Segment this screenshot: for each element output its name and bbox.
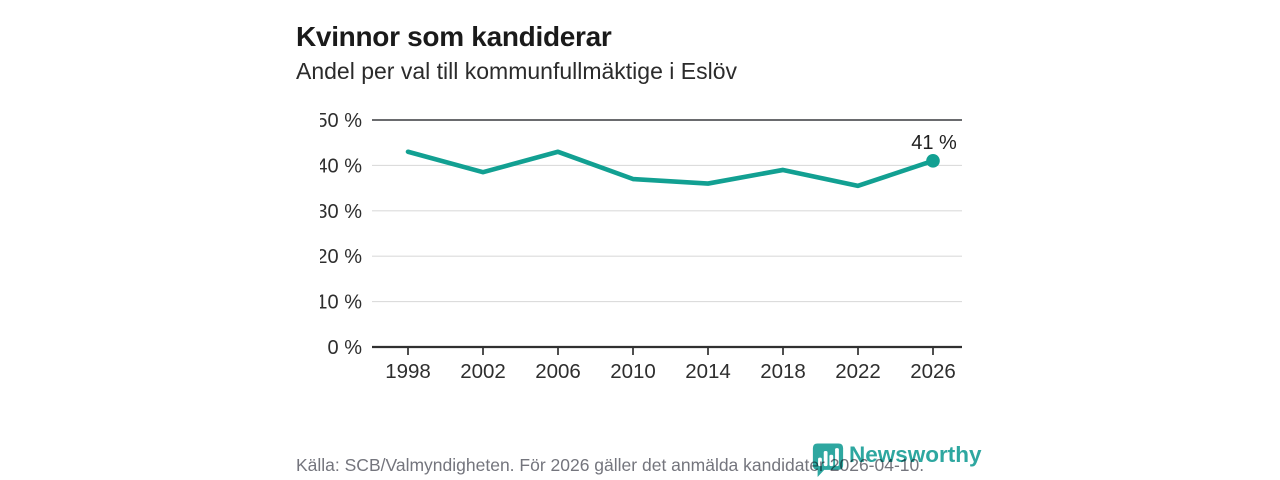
x-tick-label: 2014: [685, 360, 731, 383]
end-value-label: 41 %: [911, 132, 957, 154]
source-note: Källa: SCB/Valmyndigheten. För 2026 gäll…: [296, 455, 925, 475]
end-point-marker: [926, 154, 940, 168]
newsworthy-logo: Newsworthy: [811, 441, 982, 478]
y-tick-label: 40 %: [320, 155, 362, 177]
y-tick-label: 0 %: [328, 337, 363, 359]
chart-area: 0 % 10 % 20 % 30 % 40 % 50 % 1998 2002 2006 2010 2…: [320, 100, 980, 395]
y-tick-label: 50 %: [320, 110, 362, 132]
x-tick-label: 2026: [910, 360, 956, 383]
bar-chart-bubble-icon: [812, 443, 844, 477]
line-chart: 0 % 10 % 20 % 30 % 40 % 50 % 1998 2002 2006 2010 2…: [320, 110, 962, 383]
page-title: Kvinnor som kandiderar: [296, 20, 612, 52]
x-tick-label: 2002: [460, 360, 506, 383]
x-tick-label: 2010: [610, 360, 656, 383]
y-tick-label: 30 %: [320, 201, 362, 223]
x-tick-label: 1998: [385, 360, 431, 383]
trend-line: [405, 149, 936, 189]
y-tick-label: 10 %: [320, 292, 362, 314]
logo-wordmark: Newsworthy: [849, 442, 982, 467]
x-tick-label: 2006: [535, 360, 581, 383]
x-tick-label: 2022: [835, 360, 881, 383]
chart-subtitle: Andel per val till kommunfullmäktige i E…: [296, 58, 738, 84]
x-tick-label: 2018: [760, 360, 806, 383]
y-tick-label: 20 %: [320, 246, 362, 268]
